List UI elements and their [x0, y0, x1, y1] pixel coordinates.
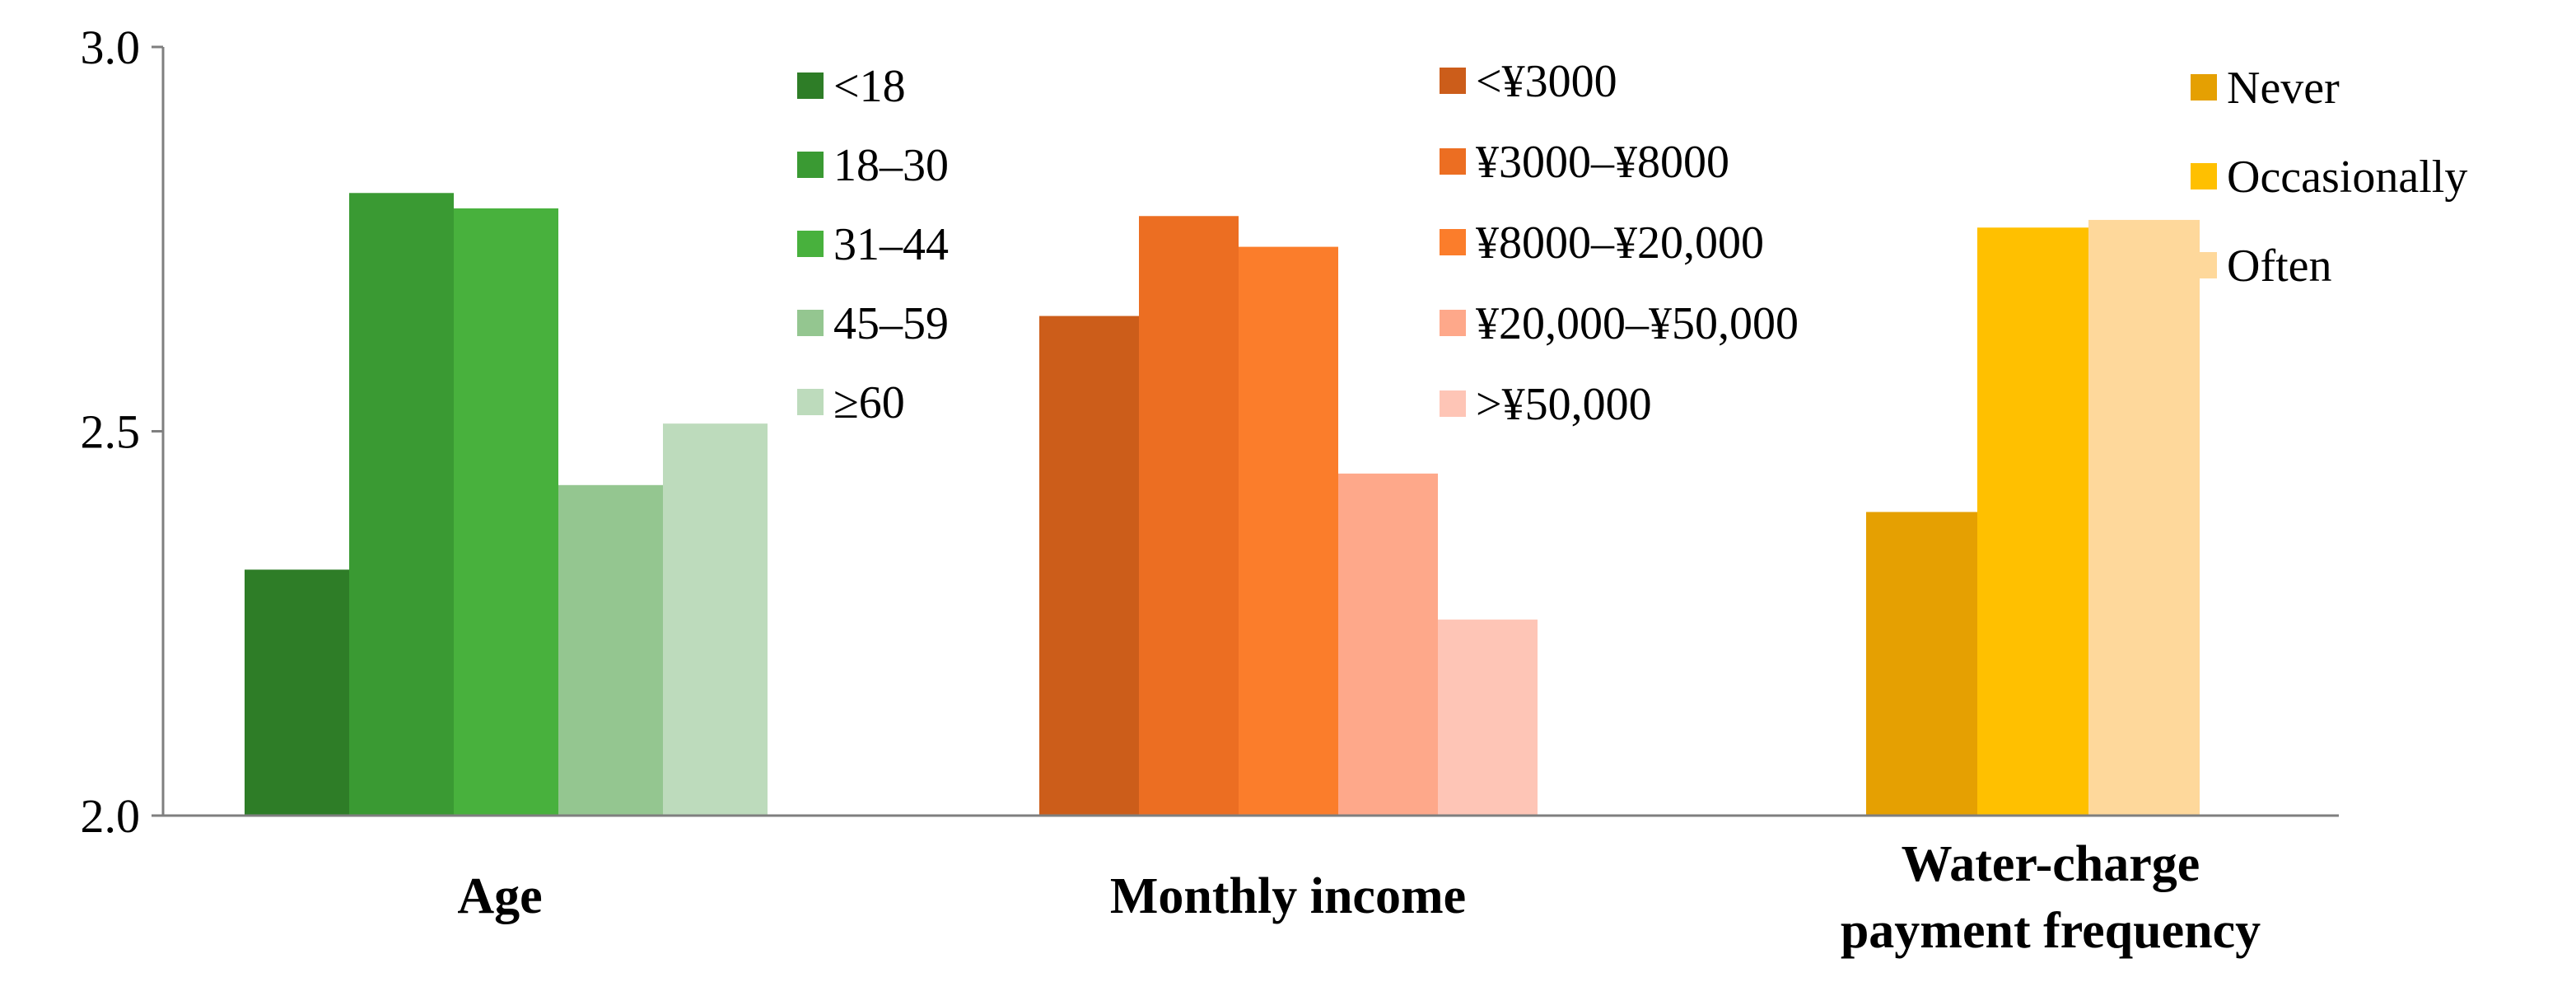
bar-water-charge-payment-frequency-never [1866, 512, 1977, 816]
category-label-age: Age [457, 868, 542, 924]
legend-label-age-60: ≥60 [833, 377, 905, 428]
legend-swatch-water-charge-payment-frequency-occasionally [2191, 163, 2217, 189]
legend-label-age-18: <18 [833, 61, 906, 112]
bar-monthly-income-3000 [1039, 316, 1139, 816]
legend-swatch-monthly-income-20-000-50-000 [1440, 310, 1466, 336]
legend-layer: <18 18–30 31–44 45–59 ≥60 <¥3000 ¥3000–¥8000 ¥8… [797, 56, 2467, 430]
legend-swatch-age-18 [797, 72, 824, 99]
legend-label-age-18-30: 18–30 [833, 140, 949, 191]
group-labels-layer: Age Monthly income Water-charge payment fre… [457, 836, 2261, 959]
legend-label-water-charge-payment-frequency-occasionally: Occasionally [2227, 152, 2467, 203]
y-tick-label: 2.5 [81, 405, 141, 459]
legend-label-monthly-income-8000-20-000: ¥8000–¥20,000 [1476, 217, 1764, 269]
legend-swatch-monthly-income-3000-8000 [1440, 148, 1466, 175]
bar-age-18 [245, 569, 349, 816]
y-tick-label: 3.0 [81, 21, 141, 74]
bar-age-31-44 [454, 208, 558, 816]
bar-water-charge-payment-frequency-occasionally [1977, 227, 2088, 816]
bar-monthly-income-8000-20-000 [1239, 246, 1338, 816]
category-label-monthly-income: Monthly income [1110, 868, 1466, 924]
y-tick-label: 2.0 [81, 789, 141, 843]
legend-swatch-age-18-30 [797, 152, 824, 178]
legend-swatch-monthly-income-50-000 [1440, 390, 1466, 417]
axes-layer: 2.0 2.5 3.0 [81, 21, 2339, 843]
bar-age-18-30 [349, 193, 454, 816]
legend-swatch-monthly-income-8000-20-000 [1440, 229, 1466, 255]
category-label-water-charge-payment-frequency: Water-charge [1902, 836, 2200, 892]
legend-label-monthly-income-50-000: >¥50,000 [1476, 379, 1652, 430]
bar-water-charge-payment-frequency-often [2088, 219, 2200, 816]
bar-monthly-income-20-000-50-000 [1338, 473, 1438, 816]
legend-label-water-charge-payment-frequency-never: Never [2227, 63, 2340, 114]
legend-swatch-age-45-59 [797, 310, 824, 336]
bar-monthly-income-50-000 [1438, 620, 1538, 816]
category-label-water-charge-payment-frequency: payment frequency [1841, 903, 2261, 959]
legend-label-monthly-income-3000-8000: ¥3000–¥8000 [1476, 137, 1729, 188]
legend-label-age-31-44: 31–44 [833, 219, 949, 270]
bar-monthly-income-3000-8000 [1139, 216, 1239, 816]
legend-label-monthly-income-20-000-50-000: ¥20,000–¥50,000 [1476, 298, 1799, 349]
legend-label-water-charge-payment-frequency-often: Often [2227, 241, 2332, 292]
bar-age-45-59 [558, 484, 663, 816]
legend-swatch-monthly-income-3000 [1440, 68, 1466, 94]
legend-swatch-water-charge-payment-frequency-often [2191, 252, 2217, 278]
legend-swatch-water-charge-payment-frequency-never [2191, 74, 2217, 101]
bars-layer [245, 193, 2200, 816]
bar-age-60 [663, 423, 768, 816]
legend-swatch-age-31-44 [797, 231, 824, 257]
legend-swatch-age-60 [797, 389, 824, 415]
legend-label-monthly-income-3000: <¥3000 [1476, 56, 1617, 107]
legend-label-age-45-59: 45–59 [833, 298, 949, 349]
